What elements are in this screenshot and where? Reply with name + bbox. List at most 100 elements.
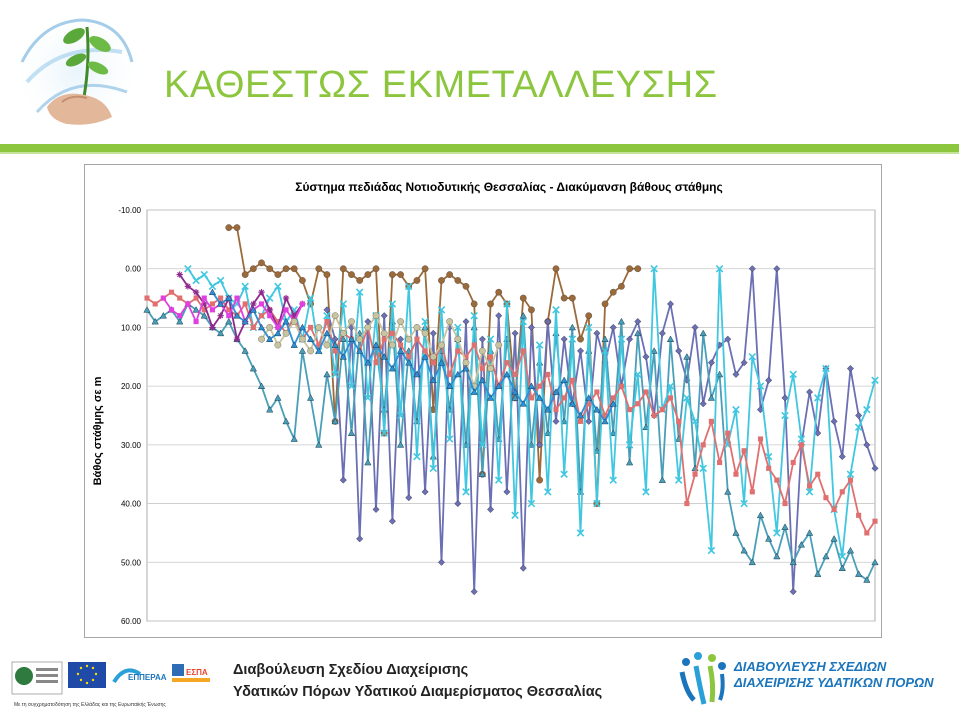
data-point [216, 300, 225, 307]
data-point [258, 289, 265, 296]
data-point [593, 499, 601, 508]
series-8 [208, 288, 617, 425]
data-point [364, 271, 372, 278]
data-point [536, 476, 543, 484]
data-point [805, 529, 814, 536]
espa-icon [172, 664, 184, 676]
data-point [658, 476, 666, 483]
data-point [429, 329, 437, 337]
brand-line-2: ΔΙΑΧΕΙΡΙΣΗΣ ΥΔΑΤΙΚΩΝ ΠΟΡΩΝ [734, 675, 934, 690]
data-point [258, 335, 265, 343]
data-point [830, 535, 838, 542]
data-point [552, 329, 560, 337]
data-point [364, 324, 372, 331]
data-point [715, 264, 724, 273]
data-point [774, 477, 780, 483]
data-point [323, 311, 331, 320]
data-point [601, 335, 609, 342]
data-point [740, 499, 748, 508]
data-point [584, 323, 593, 332]
data-point [397, 318, 404, 325]
data-point [347, 382, 356, 390]
data-point [617, 317, 626, 325]
data-point [544, 488, 552, 496]
data-point [618, 282, 625, 290]
data-point [503, 370, 511, 378]
data-point [609, 476, 618, 484]
data-point [724, 335, 732, 343]
data-point [404, 282, 413, 291]
data-point [152, 301, 158, 307]
data-point [871, 558, 879, 566]
data-point [478, 470, 486, 478]
data-point [487, 354, 494, 360]
data-point [348, 271, 355, 278]
data-point [405, 358, 413, 366]
data-point [839, 489, 845, 495]
data-point [822, 364, 830, 373]
data-point [257, 323, 266, 331]
data-point [233, 335, 241, 343]
data-point [643, 389, 649, 395]
data-point [495, 312, 503, 320]
data-point [258, 259, 265, 267]
data-point [691, 417, 699, 426]
data-point [871, 376, 879, 385]
data-point [421, 488, 429, 496]
data-point [445, 435, 454, 443]
data-point [290, 435, 298, 442]
data-point [748, 558, 756, 566]
data-point [323, 341, 331, 349]
data-point [447, 371, 453, 377]
data-point [470, 300, 478, 308]
data-point [609, 429, 617, 436]
data-point [257, 382, 266, 389]
data-point [552, 388, 560, 395]
data-point [356, 335, 364, 343]
data-point [429, 464, 438, 473]
data-point [413, 324, 421, 331]
data-point [846, 470, 855, 478]
data-point [249, 364, 257, 372]
data-point [528, 395, 535, 401]
data-point [625, 458, 634, 466]
data-point [487, 505, 495, 513]
ministry-emblem-icon [15, 667, 33, 685]
data-point [388, 300, 397, 308]
data-point [601, 300, 609, 308]
data-point [446, 318, 454, 325]
data-point [274, 341, 282, 349]
data-point [798, 442, 804, 448]
data-point [626, 335, 634, 343]
data-point [201, 307, 207, 313]
data-point [266, 335, 274, 342]
data-point [266, 405, 274, 413]
data-point [863, 441, 871, 449]
data-point [470, 311, 478, 320]
data-point [699, 400, 707, 408]
data-point [773, 552, 781, 560]
data-point [560, 376, 568, 384]
data-point [781, 411, 789, 420]
data-point [241, 317, 249, 325]
data-point [462, 488, 470, 496]
data-point [283, 307, 289, 313]
chart-frame: Σύστημα πεδιάδας Νοτιοδυτικής Θεσσαλίας … [84, 164, 882, 638]
data-point [437, 306, 446, 314]
data-point [863, 405, 871, 414]
data-point [569, 377, 575, 383]
data-point [486, 335, 495, 343]
data-point [429, 353, 437, 361]
data-point [396, 411, 405, 420]
data-point [797, 435, 806, 443]
data-point [455, 348, 461, 354]
data-point [527, 441, 536, 448]
data-point [807, 483, 813, 489]
data-point [267, 313, 273, 319]
data-point [535, 341, 544, 349]
data-point [315, 441, 323, 448]
data-point [658, 329, 666, 337]
data-point [454, 323, 462, 332]
data-point [560, 417, 568, 425]
data-point [437, 358, 446, 366]
